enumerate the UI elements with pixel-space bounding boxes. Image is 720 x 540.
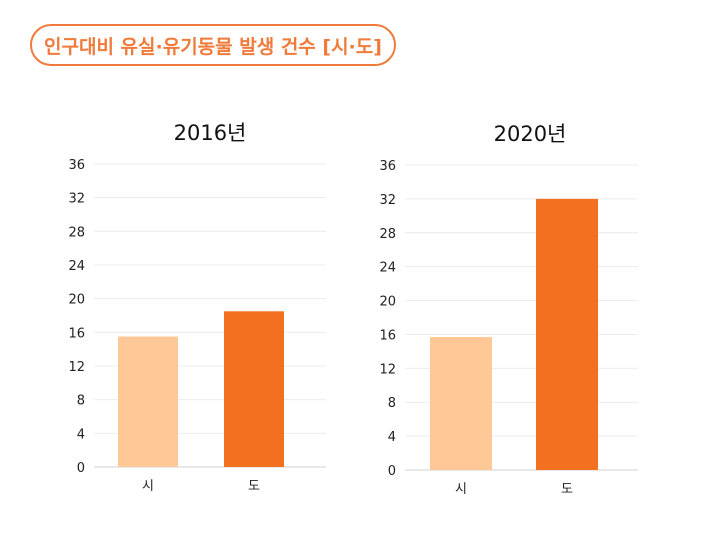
y-tick-label: 28 <box>379 227 396 242</box>
page-title: 인구대비 유실·유기동물 발생 건수 [시·도] <box>30 24 396 66</box>
y-tick-label: 20 <box>379 295 396 310</box>
y-tick-label: 24 <box>68 259 85 274</box>
y-tick-label: 0 <box>77 461 85 476</box>
y-tick-label: 4 <box>77 427 85 442</box>
chart-2020: 2020년 0 4 8 12 16 20 24 28 32 36 시 도 <box>379 122 638 497</box>
bar-do <box>536 198 598 470</box>
y-tick-label: 16 <box>68 326 85 341</box>
bar-do <box>224 311 284 467</box>
y-tick-label: 12 <box>379 362 396 377</box>
y-tick-label: 20 <box>68 293 85 308</box>
y-tick-label: 0 <box>388 464 396 479</box>
x-category-label: 도 <box>248 479 260 494</box>
y-tick-label: 32 <box>68 192 85 207</box>
bar-si <box>430 336 492 470</box>
chart-title: 2016년 <box>174 121 247 145</box>
y-tick-label: 12 <box>68 360 85 375</box>
chart-2016: 2016년 0 4 8 12 16 20 24 28 32 36 시 도 <box>68 121 326 494</box>
bar-si <box>118 336 178 467</box>
x-category-label: 시 <box>455 482 467 497</box>
y-tick-label: 28 <box>68 225 85 240</box>
y-tick-label: 16 <box>379 328 396 343</box>
y-tick-label: 24 <box>379 261 396 276</box>
y-tick-label: 4 <box>388 430 396 445</box>
chart-title: 2020년 <box>494 122 567 146</box>
y-tick-label: 36 <box>379 159 396 174</box>
y-tick-label: 36 <box>68 158 85 173</box>
y-tick-label: 8 <box>388 396 396 411</box>
y-tick-label: 8 <box>77 394 85 409</box>
y-tick-label: 32 <box>379 193 396 208</box>
x-category-label: 시 <box>142 479 154 494</box>
x-category-label: 도 <box>561 482 573 497</box>
